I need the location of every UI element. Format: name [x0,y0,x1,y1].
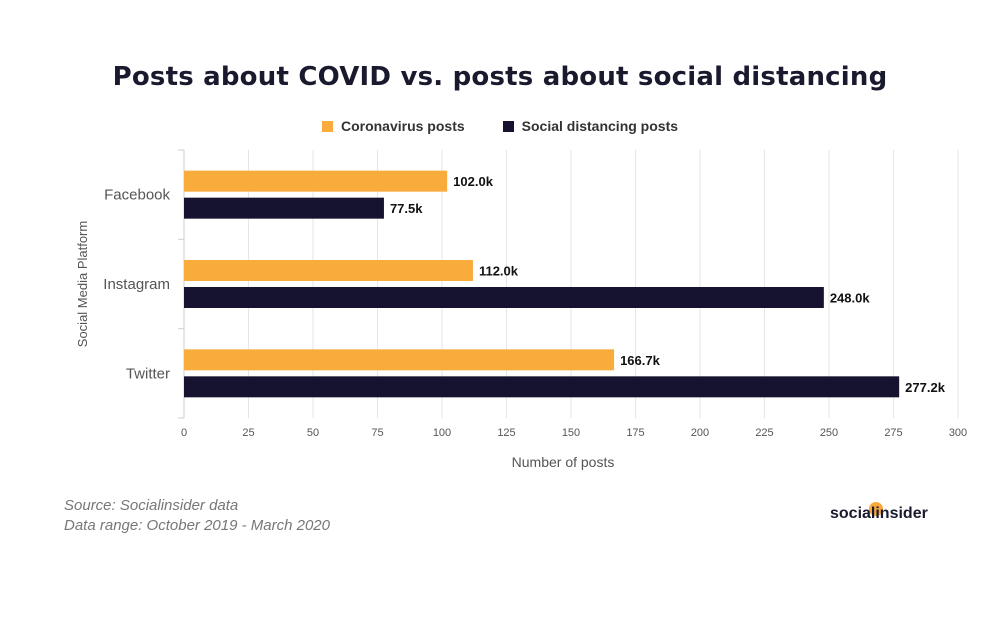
bar [184,349,615,371]
bar [184,260,473,281]
x-tick-label: 75 [371,427,383,439]
x-tick-label: 225 [755,427,773,439]
x-tick-label: 150 [562,427,580,439]
bar [184,197,384,219]
x-tick-label: 250 [820,427,838,439]
legend-item-social-distancing[interactable]: Social distancing posts [502,118,679,134]
bar [184,170,448,192]
bar [184,376,900,398]
chart-title: Posts about COVID vs. posts about social… [112,62,888,92]
legend-item-coronavirus[interactable]: Coronavirus posts [321,118,465,134]
data-label: 166.7k [620,353,661,368]
y-category-label: Twitter [126,365,170,382]
x-tick-label: 175 [626,427,644,439]
x-tick-label: 200 [691,427,709,439]
x-tick-label: 0 [181,427,187,439]
y-axis-label: Social Media Platform [75,221,90,347]
x-tick-label: 275 [884,427,902,439]
y-category-label: Instagram [103,276,170,293]
y-category-label: Facebook [104,187,170,204]
data-label: 77.5k [390,201,423,216]
x-tick-label: 300 [949,427,967,439]
x-tick-label: 25 [242,427,254,439]
bar [184,287,824,308]
x-tick-label: 100 [433,427,451,439]
x-axis-label: Number of posts [512,454,615,470]
chart-legend: Coronavirus posts Social distancing post… [0,118,1000,134]
data-label: 277.2k [905,380,946,395]
socialinsider-logo: socialinsider [830,505,928,522]
legend-label-coronavirus: Coronavirus posts [340,118,465,134]
x-tick-label: 125 [497,427,515,439]
data-range-note: Data range: October 2019 - March 2020 [64,517,330,534]
legend-swatch-coronavirus [321,120,333,132]
legend-swatch-social-distancing [502,120,514,132]
data-label: 248.0k [830,291,871,306]
data-label: 112.0k [479,264,519,279]
data-label: 102.0k [453,174,494,189]
logo-dot-icon [869,502,883,516]
legend-label-social-distancing: Social distancing posts [521,118,679,134]
chart-footer: Source: Socialinsider data Data range: O… [64,496,330,536]
x-tick-label: 50 [307,427,319,439]
source-note: Source: Socialinsider data [64,497,239,514]
